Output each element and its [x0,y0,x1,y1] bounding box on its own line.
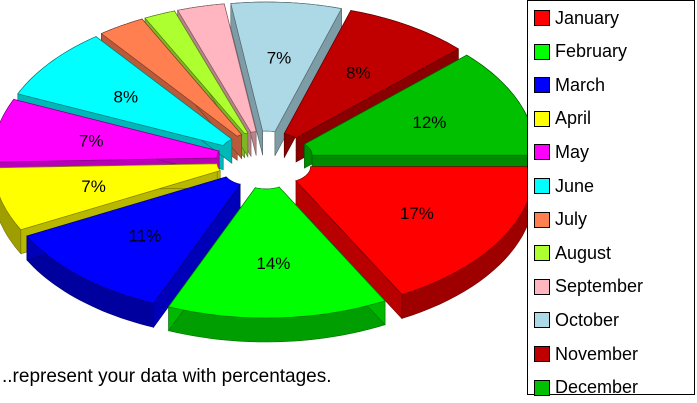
legend-swatch [534,346,550,362]
legend-label: April [555,108,592,129]
legend-swatch [534,144,550,161]
slice-february [168,186,386,319]
slice-label-october: 7% [267,48,292,67]
slice-tops [0,1,527,319]
legend-item-june: June [534,171,594,201]
slice-label-january: 17% [400,204,434,223]
slice-december [303,54,527,156]
legend-label: January [555,7,620,28]
legend-label: August [555,242,612,263]
slice-label-november: 8% [346,64,371,83]
legend-label: October [555,309,620,330]
slice-july [100,18,243,137]
slice-september [177,3,257,133]
legend-label: June [555,175,595,196]
legend-swatch [534,43,550,60]
legend: January February March April May June July Augu… [527,0,695,397]
chart-caption: ..represent your data with percentages. [2,366,332,387]
legend-swatch [534,211,550,228]
legend-item-august: August [534,238,611,268]
legend-item-october: October [534,305,619,335]
slice-may [0,99,220,163]
legend-item-november: November [534,339,638,369]
legend-label: September [555,276,644,297]
legend-swatch [534,278,550,295]
legend-item-april: April [534,104,591,134]
slice-labels: 17% 14% 11% 7% 7% 8% 7% 8% 12% [79,48,447,272]
legend-item-january: January [534,3,619,33]
legend-label: December [555,377,639,398]
legend-item-may: May [534,137,589,167]
legend-item-september: September [534,272,643,302]
slice-label-june: 8% [114,87,139,106]
slice-label-april: 7% [81,177,106,196]
legend-label: March [555,74,606,95]
slice-january [295,166,527,295]
legend-swatch [534,312,550,329]
slice-march [26,176,241,304]
slice-june [17,36,233,147]
slice-august [144,10,249,135]
slice-april [0,163,221,231]
slice-november [283,10,459,139]
legend-swatch [534,10,550,26]
legend-item-march: March [534,70,605,100]
slice-label-may: 7% [79,132,104,151]
legend-item-july: July [534,205,587,235]
legend-swatch [534,77,550,94]
legend-item-december: December [534,373,638,403]
legend-label: November [555,343,639,364]
legend-swatch [534,379,550,396]
slice-label-march: 11% [129,227,162,246]
legend-label: May [555,141,590,162]
slice-label-december: 12% [412,113,446,132]
slice-october [230,1,343,133]
legend-label: July [555,209,588,230]
legend-swatch [534,178,550,194]
legend-item-february: February [534,37,627,67]
slice-label-february: 14% [256,254,290,273]
legend-swatch [534,110,550,127]
legend-label: February [555,41,628,62]
legend-swatch [534,245,550,262]
pie-chart: 17% 14% 11% 7% 7% 8% 7% 8% 12% [0,1,527,343]
